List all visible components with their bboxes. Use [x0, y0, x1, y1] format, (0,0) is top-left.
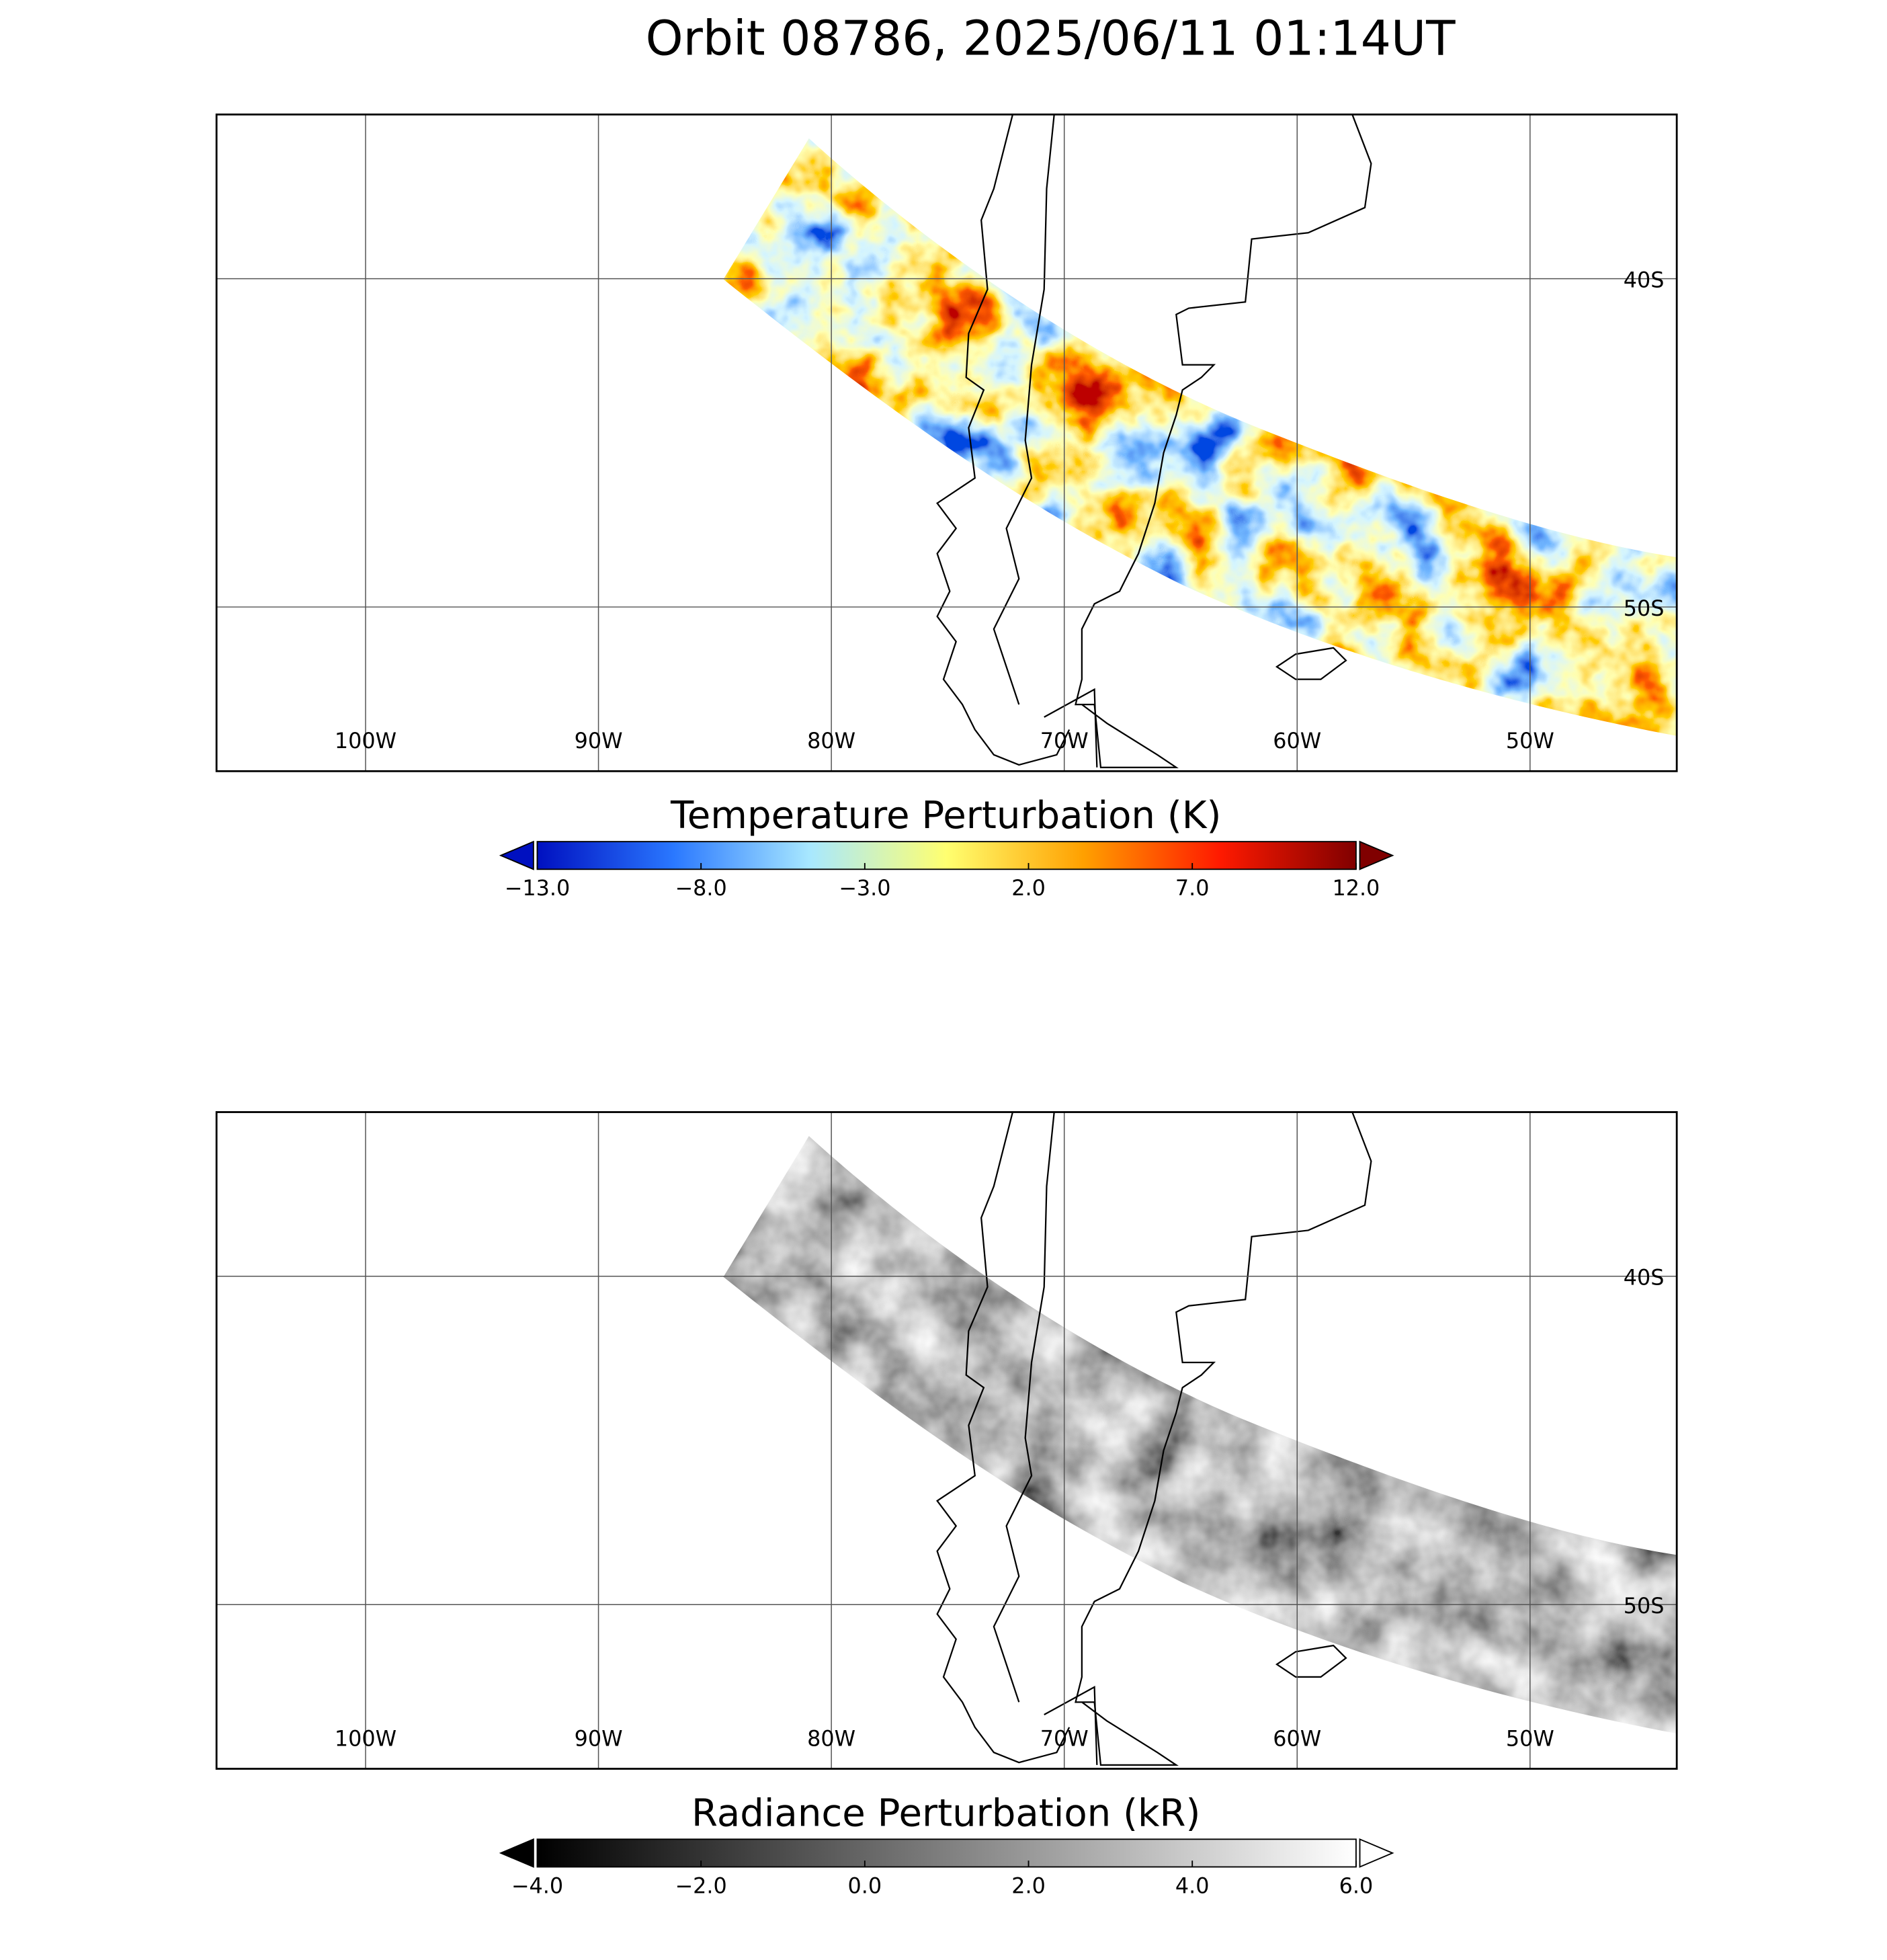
x-tick-label: 100W: [335, 1725, 396, 1751]
colorbar-tick-label: 12.0: [1332, 875, 1380, 901]
map-frame: [215, 113, 1678, 772]
x-tick-label: 60W: [1273, 1725, 1321, 1751]
y-tick-label: 50S: [1624, 1593, 1665, 1619]
x-tick-label: 80W: [807, 1725, 855, 1751]
x-tick-label: 100W: [335, 728, 396, 753]
colorbar-tick-label: −3.0: [839, 875, 890, 901]
colorbar-title: Radiance Perturbation (kR): [691, 1791, 1200, 1835]
colorbar-extend-low: [499, 1838, 534, 1868]
colorbar-tick-label: 6.0: [1339, 1873, 1374, 1898]
colorbar-tick-label: 2.0: [1011, 875, 1046, 901]
colorbar-tick-label: 0.0: [848, 1873, 882, 1898]
x-tick-label: 60W: [1273, 728, 1321, 753]
x-tick-label: 70W: [1040, 1725, 1089, 1751]
x-tick-label: 50W: [1506, 1725, 1554, 1751]
colorbar-extend-high: [1359, 1838, 1394, 1868]
x-tick-label: 90W: [575, 728, 623, 753]
map-frame: [215, 1111, 1678, 1770]
colorbar-tick-label: 7.0: [1175, 875, 1210, 901]
y-tick-label: 50S: [1624, 596, 1665, 621]
x-tick-label: 80W: [807, 728, 855, 753]
colorbar-extend-low: [499, 840, 534, 870]
colorbar-tick-label: −13.0: [505, 875, 570, 901]
y-tick-label: 40S: [1624, 1265, 1665, 1291]
colorbar-tick-label: −4.0: [511, 1873, 563, 1898]
colorbar-title: Temperature Perturbation (K): [670, 794, 1221, 838]
colorbar-tick-label: 2.0: [1011, 1873, 1046, 1898]
x-tick-label: 90W: [575, 1725, 623, 1751]
colorbar: [536, 841, 1357, 870]
colorbar-extend-high: [1359, 840, 1394, 870]
x-tick-label: 70W: [1040, 728, 1089, 753]
figure-title: Orbit 08786, 2025/06/11 01:14UT: [646, 10, 1456, 66]
colorbar-tick-label: −2.0: [675, 1873, 727, 1898]
x-tick-label: 50W: [1506, 728, 1554, 753]
colorbar-tick-label: 4.0: [1175, 1873, 1210, 1898]
colorbar: [536, 1838, 1357, 1868]
y-tick-label: 40S: [1624, 267, 1665, 292]
colorbar-tick-label: −8.0: [675, 875, 727, 901]
